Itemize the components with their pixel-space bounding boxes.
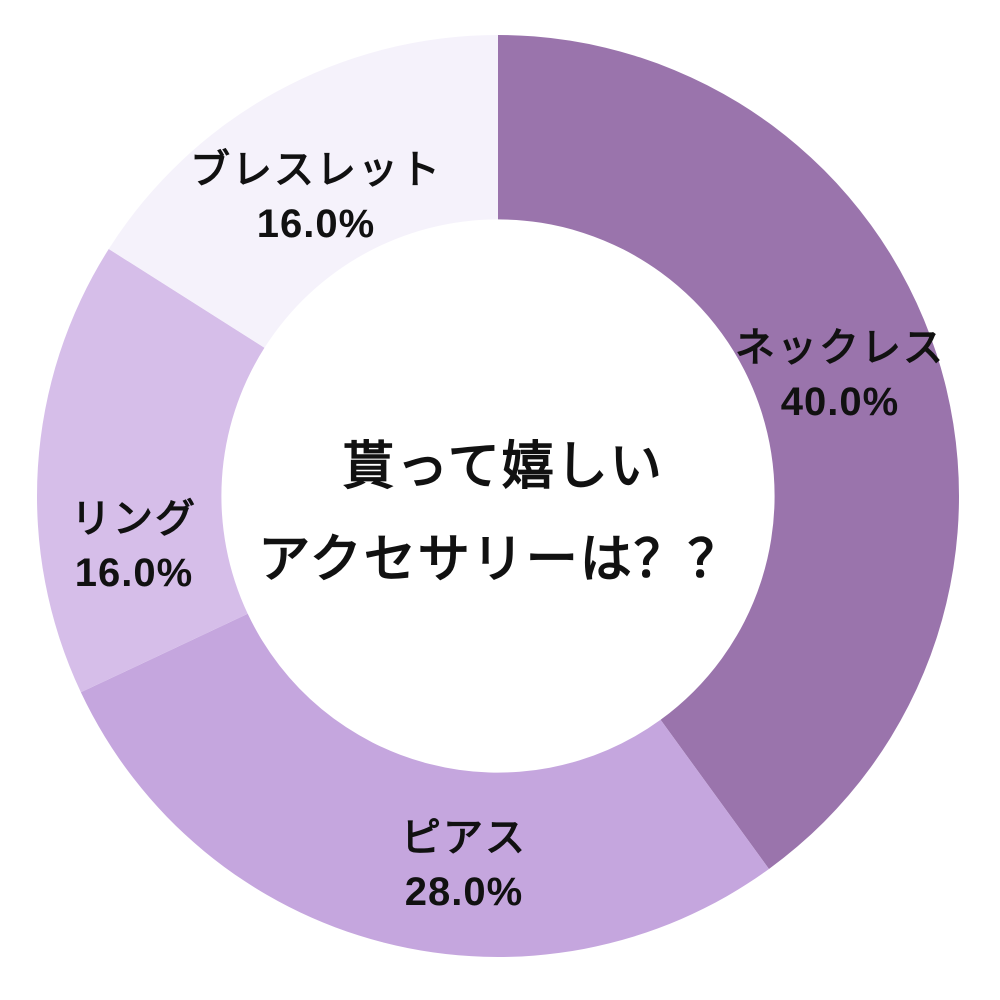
- slice-earrings: [80, 613, 769, 958]
- slice-pct-bracelet: 16.0%: [257, 202, 375, 246]
- slice-label-ring: リング: [71, 497, 197, 541]
- slice-label-earrings: ピアス: [401, 816, 527, 860]
- slice-pct-earrings: 28.0%: [405, 870, 523, 914]
- slice-labels: ネックレス 40.0% ピアス 28.0% リング 16.0% ブレスレット 16.0%: [71, 147, 945, 914]
- slice-pct-necklace: 40.0%: [781, 380, 899, 424]
- slice-ring: [36, 248, 265, 693]
- slice-necklace: [498, 34, 960, 869]
- slice-pct-ring: 16.0%: [75, 551, 193, 595]
- center-title-line1: 貰って嬉しい: [342, 438, 663, 496]
- slice-label-bracelet: ブレスレット: [190, 147, 442, 192]
- slice-label-necklace: ネックレス: [735, 326, 945, 370]
- slice-bracelet: [108, 35, 498, 348]
- center-title-line2: アクセサリーは？？: [258, 531, 741, 589]
- donut-slices: [36, 34, 960, 958]
